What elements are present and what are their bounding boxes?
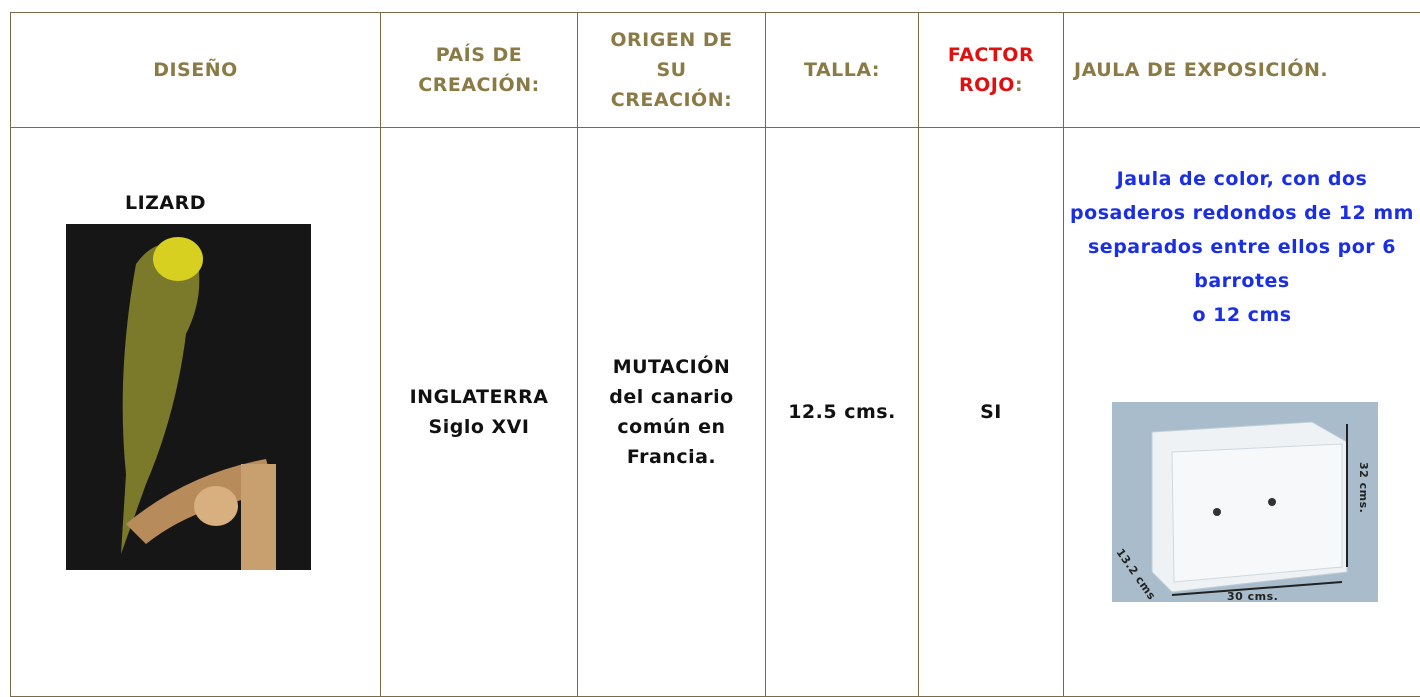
header-cell: JAULA DE EXPOSICIÓN. [1064,13,1420,128]
breed-cell: LIZARD [11,128,381,697]
header-cell: ORIGEN DE SU CREACIÓN: [578,13,766,128]
header-cell: PAÍS DE CREACIÓN: [381,13,578,128]
size-cell: 12.5 cms. [766,128,919,697]
bird-photo [66,224,311,570]
header-text: : [1015,74,1023,96]
dimension-label: 30 cms. [1227,590,1278,602]
cage-text: o 12 cms [1064,298,1420,332]
text: del canario común en Francia. [600,382,743,472]
cage-text: Jaula de color, con dos posaderos redond… [1064,162,1420,298]
cage-cell: Jaula de color, con dos posaderos redond… [1064,128,1420,697]
cage-photo: 32 cms. 13.2 cms 30 cms. [1112,402,1378,602]
header-row: DISEÑO PAÍS DE CREACIÓN: ORIGEN DE SU CR… [11,13,1420,128]
text: MUTACIÓN [600,352,743,382]
text: INGLATERRA [387,382,571,412]
breed-table: DISEÑO PAÍS DE CREACIÓN: ORIGEN DE SU CR… [10,12,1420,697]
text: Siglo XVI [387,412,571,442]
header-cell: TALLA: [766,13,919,128]
dimension-label: 32 cms. [1357,462,1370,513]
header-cell: DISEÑO [11,13,381,128]
header-cell: FACTOR ROJO: [919,13,1064,128]
red-factor-cell: SI [919,128,1064,697]
breed-name: LIZARD [0,188,374,218]
page: DISEÑO PAÍS DE CREACIÓN: ORIGEN DE SU CR… [0,0,1420,638]
